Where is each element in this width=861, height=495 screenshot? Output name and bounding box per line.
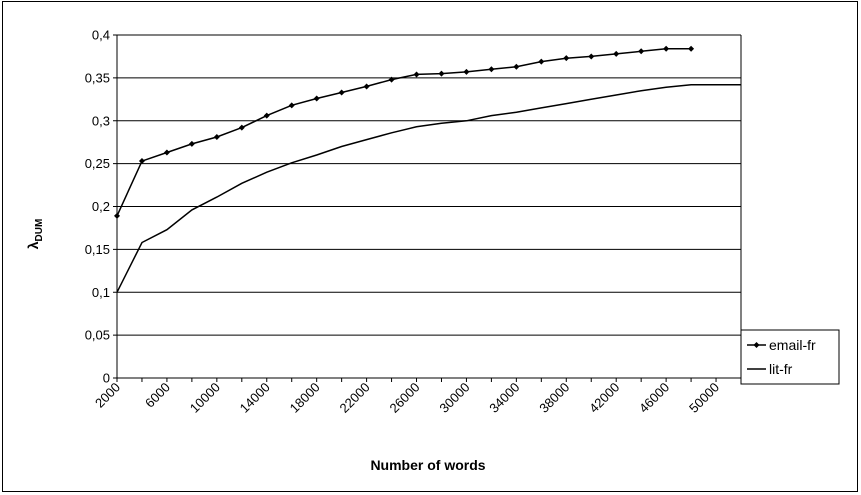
data-point-email-fr xyxy=(638,48,645,55)
x-axis-title: Number of words xyxy=(370,457,485,473)
data-point-email-fr xyxy=(438,70,445,77)
y-tick-label: 0,2 xyxy=(92,199,110,214)
data-point-email-fr xyxy=(263,112,270,119)
x-tick-label: 10000 xyxy=(187,380,223,416)
data-point-email-fr xyxy=(138,158,145,165)
data-point-email-fr xyxy=(188,140,195,147)
axes xyxy=(113,34,742,382)
legend-label-email-fr: email-fr xyxy=(769,337,816,353)
y-axis-tick-labels: 0 0,05 0,1 0,15 0,2 0,25 0,3 0,35 0,4 xyxy=(85,28,110,386)
data-point-email-fr xyxy=(388,76,395,83)
series-line-lit-fr xyxy=(116,83,741,293)
data-point-email-fr xyxy=(163,149,170,156)
data-point-email-fr xyxy=(238,124,245,131)
legend: email-fr lit-fr xyxy=(740,329,840,385)
x-tick-label: 6000 xyxy=(142,380,173,411)
x-tick-label: 2000 xyxy=(92,380,123,411)
data-point-email-fr xyxy=(663,45,670,52)
legend-marker-diamond-icon xyxy=(753,342,760,348)
legend-label-lit-fr: lit-fr xyxy=(769,361,793,377)
x-tick-label: 22000 xyxy=(337,380,373,416)
y-axis-title-main: λ xyxy=(25,241,41,249)
x-tick-label: 30000 xyxy=(436,380,472,416)
data-point-email-fr xyxy=(338,89,345,96)
x-tick-label: 50000 xyxy=(686,380,722,416)
y-tick-label: 0,15 xyxy=(85,242,110,257)
x-tick-label: 46000 xyxy=(636,380,672,416)
y-tick-label: 0,35 xyxy=(85,70,110,85)
y-axis-title: λDUM xyxy=(25,219,45,250)
legend-entry-email-fr: email-fr xyxy=(747,337,816,353)
y-tick-label: 0,1 xyxy=(92,285,110,300)
data-point-email-fr xyxy=(413,71,420,78)
svg-text:λDUM: λDUM xyxy=(25,219,45,250)
gridlines xyxy=(117,34,741,336)
data-point-email-fr xyxy=(114,212,120,219)
data-point-email-fr xyxy=(538,58,545,65)
data-point-email-fr xyxy=(288,102,295,109)
x-tick-label: 26000 xyxy=(386,380,422,416)
y-tick-label: 0 xyxy=(103,371,110,386)
x-tick-label: 34000 xyxy=(486,380,522,416)
data-point-email-fr xyxy=(613,50,620,57)
legend-box xyxy=(740,329,840,385)
data-point-email-fr xyxy=(363,83,370,90)
data-point-email-fr xyxy=(563,55,570,62)
data-point-email-fr xyxy=(513,63,520,70)
data-point-email-fr xyxy=(313,95,320,102)
x-tick-label: 14000 xyxy=(237,380,273,416)
x-axis-tick-labels: 2000 6000 10000 14000 18000 22000 26000 30000 34… xyxy=(92,380,722,416)
y-axis-title-sub: DUM xyxy=(34,219,45,242)
data-point-email-fr xyxy=(488,66,495,73)
data-point-email-fr xyxy=(213,134,220,141)
y-tick-label: 0,05 xyxy=(85,328,110,343)
y-tick-label: 0,4 xyxy=(92,28,110,43)
data-point-email-fr xyxy=(588,53,595,60)
x-tick-label: 42000 xyxy=(586,380,622,416)
y-tick-label: 0,3 xyxy=(92,113,110,128)
y-tick-label: 0,25 xyxy=(85,156,110,171)
legend-entry-lit-fr: lit-fr xyxy=(747,361,793,377)
x-tick-label: 18000 xyxy=(287,380,323,416)
data-point-email-fr xyxy=(688,45,695,52)
data-point-email-fr xyxy=(463,68,470,75)
x-tick-label: 38000 xyxy=(536,380,572,416)
series-lines xyxy=(114,45,741,293)
series-line-email-fr xyxy=(116,47,692,217)
